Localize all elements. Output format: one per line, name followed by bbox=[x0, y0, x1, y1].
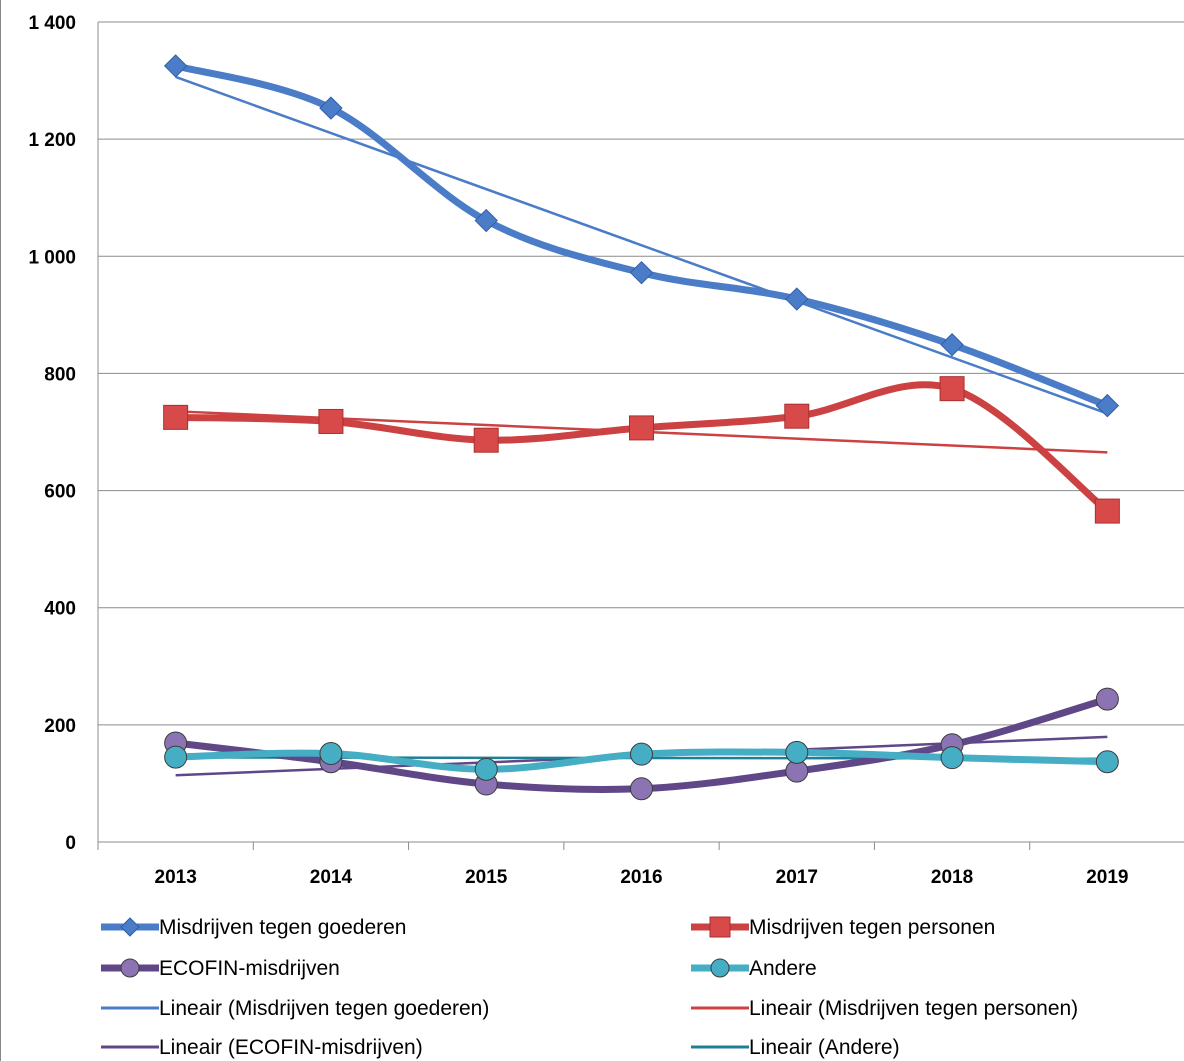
data-point bbox=[318, 408, 344, 434]
legend-label: Andere bbox=[749, 957, 817, 980]
legend-marker bbox=[120, 917, 140, 937]
data-point bbox=[163, 54, 188, 78]
y-tick-label: 600 bbox=[44, 482, 76, 503]
data-point bbox=[1095, 393, 1120, 418]
y-tick-label: 0 bbox=[65, 833, 76, 854]
data-point bbox=[474, 757, 498, 781]
x-tick-label: 2016 bbox=[620, 867, 662, 888]
series-line-1 bbox=[172, 381, 1111, 515]
legend-label: Lineair (Misdrijven tegen goederen) bbox=[159, 997, 489, 1020]
legend-marker bbox=[709, 916, 731, 938]
data-point bbox=[474, 208, 498, 233]
x-tick-label: 2018 bbox=[931, 867, 973, 888]
legend-label: ECOFIN-misdrijven bbox=[159, 957, 340, 980]
data-point bbox=[1095, 687, 1119, 711]
x-tick-label: 2017 bbox=[776, 867, 818, 888]
data-point bbox=[785, 740, 809, 764]
data-point bbox=[785, 287, 809, 311]
series-line-0 bbox=[172, 62, 1111, 410]
trendline-0 bbox=[175, 75, 1108, 415]
data-point bbox=[629, 415, 654, 441]
x-tick-label: 2013 bbox=[155, 867, 197, 888]
legend-label: Misdrijven tegen goederen bbox=[159, 916, 407, 939]
data-point bbox=[939, 376, 965, 402]
data-point bbox=[1095, 750, 1119, 774]
legend-marker bbox=[710, 958, 730, 978]
data-point bbox=[784, 403, 810, 429]
y-tick-label: 200 bbox=[44, 716, 76, 737]
legend-label: Misdrijven tegen personen bbox=[749, 916, 995, 939]
data-point bbox=[473, 427, 499, 453]
data-point bbox=[164, 745, 188, 769]
data-point bbox=[940, 746, 964, 770]
y-tick-label: 1 200 bbox=[28, 130, 76, 151]
y-tick-label: 800 bbox=[44, 364, 76, 385]
data-point bbox=[163, 404, 189, 430]
data-point bbox=[940, 333, 964, 357]
data-point bbox=[1094, 498, 1120, 524]
x-tick-label: 2019 bbox=[1086, 867, 1128, 888]
y-tick-label: 1 000 bbox=[28, 247, 76, 268]
data-point bbox=[629, 260, 654, 285]
y-tick-label: 400 bbox=[44, 599, 76, 620]
legend-marker bbox=[120, 958, 140, 978]
legend-label: Lineair (Misdrijven tegen personen) bbox=[749, 997, 1078, 1020]
data-point bbox=[319, 742, 343, 766]
legend-label: Lineair (ECOFIN-misdrijven) bbox=[159, 1036, 423, 1059]
data-point bbox=[630, 777, 653, 801]
legend-label: Lineair (Andere) bbox=[749, 1036, 900, 1059]
data-point bbox=[630, 742, 653, 766]
data-point bbox=[319, 96, 343, 120]
y-tick-label: 1 400 bbox=[28, 13, 76, 34]
x-tick-label: 2014 bbox=[310, 867, 353, 888]
x-tick-label: 2015 bbox=[465, 867, 508, 888]
